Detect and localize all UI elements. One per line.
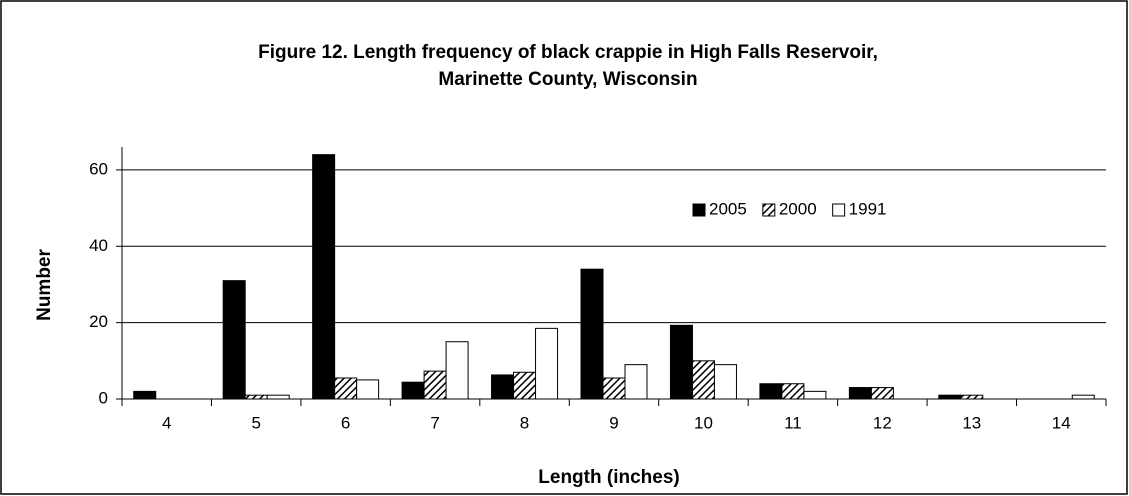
y-tick-label: 40 <box>89 236 108 255</box>
y-tick-label: 60 <box>89 159 108 178</box>
x-tick-label: 9 <box>609 413 618 432</box>
bar <box>266 394 290 400</box>
bar <box>401 381 425 400</box>
bar <box>691 360 715 400</box>
bar <box>491 374 515 400</box>
bar <box>960 394 984 400</box>
y-axis-title: Number <box>34 249 55 321</box>
legend-label: 2000 <box>779 199 817 218</box>
x-axis-title: Length (inches) <box>538 467 679 488</box>
x-tick-label: 14 <box>1052 413 1071 432</box>
bar <box>513 371 537 400</box>
legend-swatch <box>832 203 846 217</box>
x-tick-label: 5 <box>251 413 260 432</box>
y-tick-label: 20 <box>89 312 108 331</box>
legend-swatch <box>762 203 776 217</box>
legend-label: 2005 <box>709 199 747 218</box>
x-tick-label: 13 <box>962 413 981 432</box>
bar <box>580 268 604 400</box>
y-tick-label: 0 <box>99 388 108 407</box>
bar <box>602 377 626 400</box>
bar <box>781 383 805 400</box>
bar <box>848 387 872 400</box>
x-tick-label: 8 <box>520 413 529 432</box>
x-tick-label: 12 <box>873 413 892 432</box>
bar <box>803 390 827 400</box>
x-tick-label: 11 <box>784 413 802 432</box>
bar <box>535 327 559 400</box>
bar <box>938 394 962 400</box>
bar <box>334 377 358 400</box>
bar <box>445 341 469 400</box>
x-tick-label: 10 <box>694 413 713 432</box>
bar <box>312 154 336 400</box>
bar <box>870 387 894 400</box>
legend-label: 1991 <box>849 199 887 218</box>
bar <box>244 394 268 400</box>
x-tick-label: 6 <box>341 413 350 432</box>
bar <box>759 383 783 400</box>
x-tick-label: 7 <box>430 413 439 432</box>
bar <box>133 390 157 400</box>
bar <box>713 364 737 400</box>
x-tick-label: 4 <box>162 413 171 432</box>
bar <box>1071 394 1095 400</box>
bar <box>624 364 648 400</box>
bar <box>356 379 380 400</box>
bar <box>423 370 447 400</box>
chart-title: Marinette County, Wisconsin <box>438 69 697 90</box>
legend-swatch <box>692 203 706 217</box>
bar <box>222 280 246 400</box>
chart-title: Figure 12. Length frequency of black cra… <box>258 42 878 63</box>
bar <box>669 324 693 400</box>
